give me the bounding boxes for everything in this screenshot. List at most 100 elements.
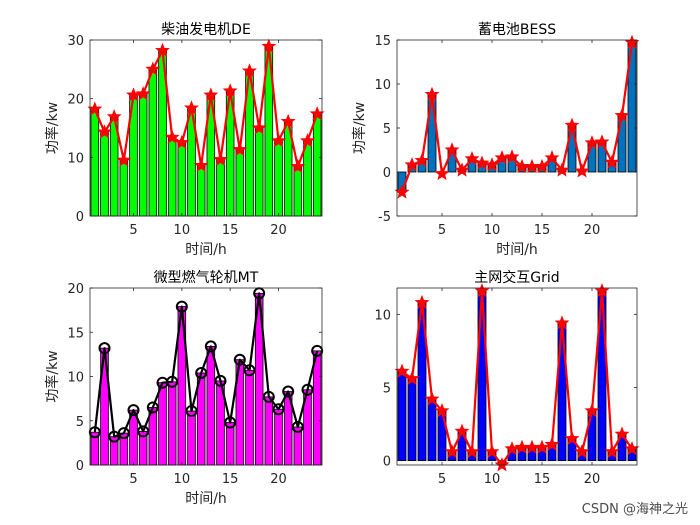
data-point-marker	[474, 155, 490, 170]
data-point-marker	[224, 416, 237, 429]
data-point-marker	[474, 283, 490, 298]
data-point-marker	[117, 427, 130, 440]
x-tick-label: 20	[270, 472, 287, 487]
bar	[254, 127, 264, 217]
x-tick-label: 10	[174, 223, 191, 238]
bar	[264, 396, 274, 466]
data-point-marker	[454, 162, 470, 177]
chart-3: 5 10 15 20 0 5 10 15 20 微型燃气轮机MT 时间/h 功率/kw	[44, 269, 324, 507]
bar	[216, 159, 225, 217]
chart-2: 5 10 15 20 -5 0 5 10 15 蓄电池BESS 时间/h 功率/kw	[351, 22, 640, 258]
data-point-marker	[484, 443, 500, 459]
data-point-marker	[135, 86, 151, 101]
data-point-marker	[174, 134, 190, 150]
data-point-marker	[301, 383, 314, 396]
y-tick-label: 10	[374, 308, 391, 323]
data-point-marker	[564, 430, 580, 446]
bar	[427, 398, 437, 462]
bar	[100, 131, 109, 217]
data-point-marker	[97, 124, 112, 139]
data-point-marker	[574, 443, 590, 459]
data-point-marker	[434, 165, 450, 181]
data-point-marker	[544, 436, 560, 451]
data-point-marker	[614, 107, 630, 123]
data-point-marker	[574, 163, 590, 178]
y-tick-label: 10	[67, 371, 84, 386]
bar	[274, 408, 283, 466]
data-point-marker	[404, 157, 420, 172]
y-axis-label: 功率/kw	[351, 102, 368, 154]
chart-4: 5 10 15 20 0 5 10 主网交互Grid	[374, 269, 640, 487]
data-point-marker	[251, 120, 267, 135]
bar	[274, 140, 283, 217]
y-tick-label: 10	[374, 78, 391, 93]
y-tick-label: 0	[76, 459, 84, 474]
data-point-marker	[594, 134, 610, 149]
x-axis-label: 时间/h	[185, 242, 227, 258]
bar	[187, 410, 196, 466]
data-point-marker	[272, 403, 285, 416]
data-point-marker	[262, 390, 275, 403]
data-point-marker	[504, 149, 520, 164]
y-tick-label: 15	[67, 326, 84, 341]
x-tick-label: 5	[438, 223, 446, 238]
data-point-marker	[127, 404, 140, 417]
data-point-marker	[214, 374, 227, 387]
chart-title: 主网交互Grid	[474, 269, 559, 286]
y-tick-label: 0	[76, 210, 84, 225]
data-point-marker	[494, 457, 510, 472]
bar	[119, 159, 129, 217]
data-point-marker	[195, 366, 208, 379]
bar	[225, 422, 235, 466]
data-point-marker	[184, 100, 199, 115]
bar	[407, 378, 417, 462]
x-tick-label: 10	[484, 472, 501, 487]
chart-title: 微型燃气轮机MT	[154, 269, 259, 286]
data-point-marker	[213, 151, 228, 167]
data-point-marker	[290, 158, 306, 174]
data-point-marker	[464, 150, 480, 166]
bar	[245, 369, 254, 466]
data-point-marker	[175, 300, 188, 313]
data-point-marker	[464, 443, 480, 459]
data-point-marker	[534, 439, 550, 454]
data-point-marker	[98, 342, 111, 355]
data-point-marker	[594, 283, 610, 298]
bar	[567, 124, 577, 173]
y-tick-label: 0	[383, 166, 391, 181]
data-point-marker	[106, 109, 122, 124]
data-point-marker	[444, 142, 460, 157]
y-axis-label: 功率/kw	[44, 102, 61, 154]
bar	[312, 113, 322, 217]
data-point-marker	[434, 403, 450, 418]
y-tick-label: 5	[76, 415, 84, 430]
x-axis-label: 时间/h	[496, 242, 538, 258]
data-point-marker	[203, 87, 219, 102]
data-point-marker	[404, 370, 420, 386]
data-point-marker	[454, 423, 470, 438]
data-point-marker	[282, 385, 295, 398]
data-point-marker	[232, 141, 248, 157]
bar	[196, 165, 206, 217]
chart-title: 柴油发电机DE	[161, 22, 251, 38]
y-tick-label: 20	[67, 93, 84, 108]
data-point-marker	[604, 443, 620, 459]
bar	[477, 290, 487, 462]
data-point-marker	[614, 426, 630, 441]
data-point-marker	[554, 315, 570, 330]
x-tick-label: 20	[584, 223, 601, 238]
chart-title: 蓄电池BESS	[478, 22, 556, 38]
data-point-marker	[185, 405, 198, 418]
data-point-marker	[424, 391, 440, 406]
data-point-marker	[280, 113, 296, 128]
bar	[138, 93, 148, 217]
chart-1: 5 10 15 20 0 10 20 30 柴油发电机DE 时间/h 功率/kw	[44, 22, 325, 258]
data-point-marker	[584, 403, 600, 418]
data-point-marker	[444, 443, 460, 459]
x-tick-label: 5	[129, 223, 137, 238]
x-tick-label: 10	[484, 223, 501, 238]
x-tick-label: 20	[584, 472, 601, 487]
data-point-marker	[116, 152, 132, 167]
y-tick-label: 5	[383, 381, 391, 396]
